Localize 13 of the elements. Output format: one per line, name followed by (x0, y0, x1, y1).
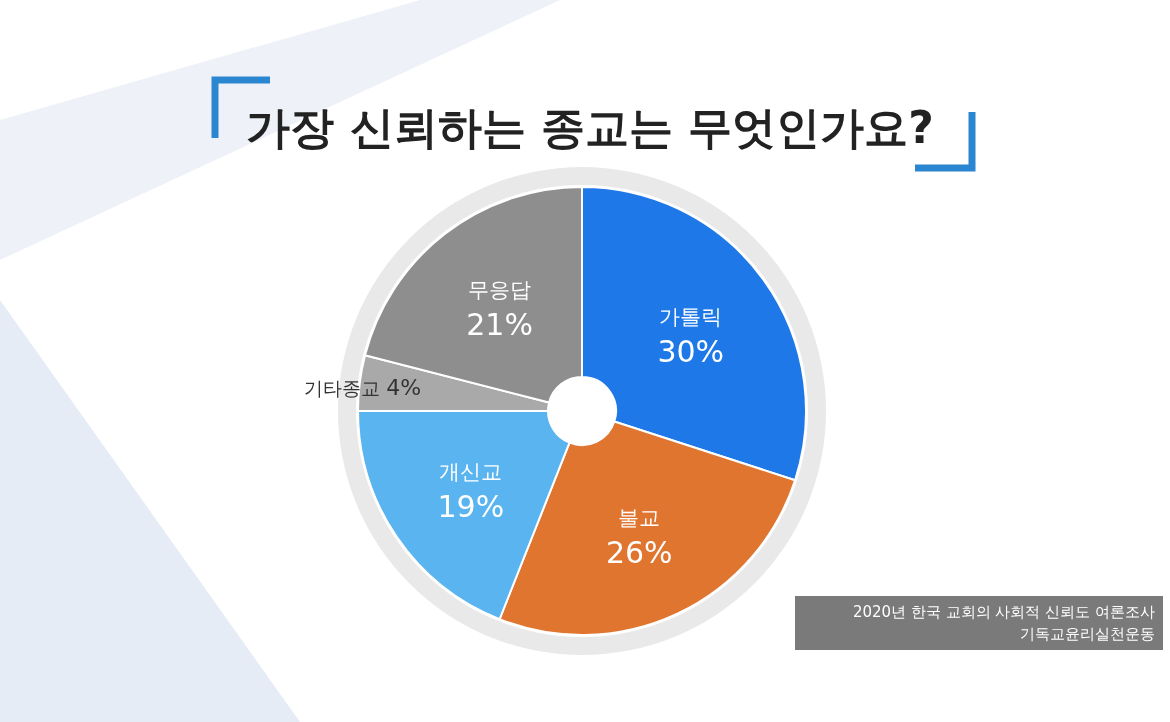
chart-title: 가장 신뢰하는 종교는 무엇인가요? (246, 102, 934, 153)
data-label: 21% (466, 306, 533, 342)
slice-label: 불교 (618, 505, 661, 530)
text: 기독교윤리실천운동 (1020, 625, 1155, 643)
data-label: 26% (605, 534, 673, 570)
data-label: 4% (386, 375, 422, 401)
slice-label: 기타종교 (304, 377, 381, 400)
data-label: 19% (437, 488, 505, 524)
data-label: 30% (657, 334, 725, 369)
slice-label: 가톨릭 (659, 305, 723, 329)
slice-label: 개신교 (439, 459, 503, 484)
slice-label: 무응답 (468, 277, 532, 302)
text: 2020년 한국 교회의 사회적 신뢰도 여론조사 (852, 603, 1155, 621)
